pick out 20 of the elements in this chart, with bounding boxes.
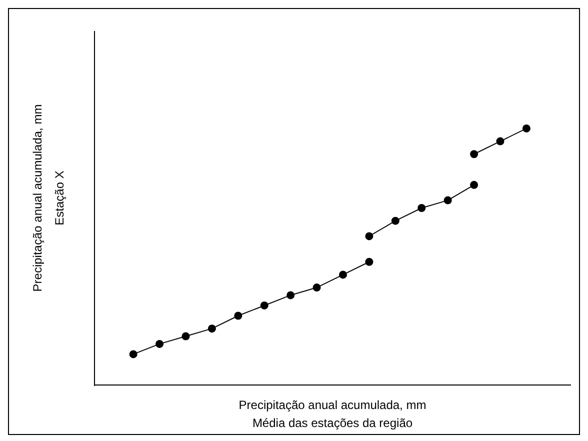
point bbox=[260, 301, 268, 310]
point bbox=[234, 312, 242, 320]
point bbox=[312, 284, 321, 292]
point bbox=[470, 180, 478, 189]
point bbox=[338, 270, 347, 279]
point bbox=[522, 124, 530, 132]
point bbox=[286, 291, 295, 300]
point bbox=[496, 137, 504, 146]
point bbox=[156, 340, 164, 348]
y-axis-title: Precipitação anual acumulada, mm Estação X bbox=[30, 104, 68, 292]
point bbox=[182, 332, 190, 340]
point bbox=[129, 350, 138, 358]
x-axis-title: Precipitação anual acumulada, mm Média das estações da região bbox=[238, 397, 428, 432]
point bbox=[418, 204, 426, 212]
point bbox=[470, 150, 478, 158]
point bbox=[208, 324, 216, 333]
point bbox=[444, 196, 452, 204]
point bbox=[391, 216, 400, 225]
point bbox=[365, 232, 374, 240]
point bbox=[365, 258, 374, 266]
